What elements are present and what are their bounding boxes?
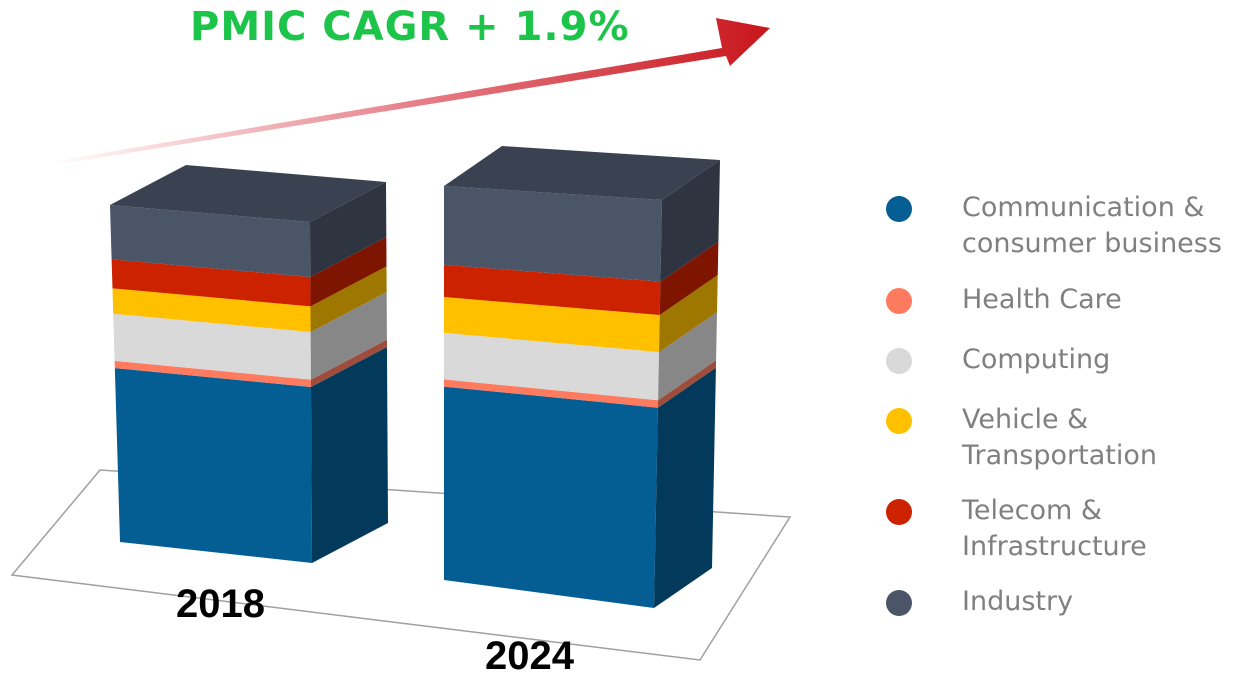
legend-item: Communication & consumer business <box>880 190 1250 262</box>
chart-headline: PMIC CAGR + 1.9% <box>190 4 630 50</box>
legend-item: Vehicle & Transportation <box>880 402 1250 474</box>
bar-segment-side <box>310 237 387 307</box>
legend-label: Vehicle & Transportation <box>962 404 1157 471</box>
bar-segment-front <box>444 379 659 408</box>
legend-item: Health Care <box>880 282 1250 318</box>
legend-swatch <box>886 590 912 616</box>
legend-label: Communication & consumer business <box>962 192 1222 259</box>
bar-segment-front <box>111 259 311 307</box>
legend-swatch <box>886 288 912 314</box>
legend-swatch <box>886 348 912 374</box>
bar-segment-side <box>310 347 388 563</box>
bar-segment-side <box>310 292 387 380</box>
bar-segment-side <box>310 182 387 277</box>
bar-segment-front <box>113 313 311 380</box>
bar-segment-side <box>659 241 719 315</box>
bar-segment-front <box>110 205 311 277</box>
legend-swatch <box>886 408 912 434</box>
bar-segment-front <box>114 368 312 563</box>
bar-segment-front <box>444 332 660 401</box>
legend-label: Industry <box>962 586 1074 617</box>
bar-top-face <box>110 165 386 222</box>
bar-segment-front <box>444 297 660 353</box>
legend-item: Telecom & Infrastructure <box>880 493 1250 565</box>
bar-segment-side <box>657 360 717 408</box>
legend-label: Telecom & Infrastructure <box>962 495 1147 562</box>
bar-segment-front <box>444 386 658 608</box>
bar-segment-front <box>112 288 311 332</box>
bar-segment-side <box>310 266 387 332</box>
bar-segment-front <box>114 360 311 387</box>
legend-item: Industry <box>880 584 1250 620</box>
legend-label: Health Care <box>962 284 1122 315</box>
legend-swatch <box>886 196 912 222</box>
bar-segment-front <box>444 264 661 315</box>
bar-top-face <box>444 146 720 200</box>
x-tick-label: 2018 <box>176 582 265 626</box>
bar-segment-side <box>310 339 387 387</box>
bar-segment-front <box>444 186 662 282</box>
x-tick-label: 2024 <box>485 634 574 678</box>
bar-segment-side <box>654 367 716 608</box>
bar-segment-side <box>660 160 720 282</box>
bar-segment-side <box>658 312 718 401</box>
legend-label: Computing <box>962 344 1111 375</box>
legend-item: Computing <box>880 342 1250 378</box>
bar-segment-side <box>659 274 718 353</box>
legend-swatch <box>886 499 912 525</box>
